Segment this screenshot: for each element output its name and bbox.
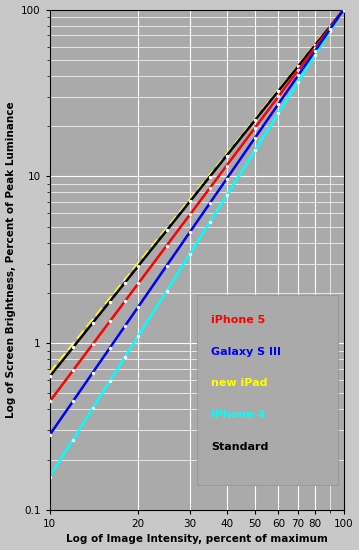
Text: iPhone 5: iPhone 5	[211, 315, 266, 325]
FancyBboxPatch shape	[197, 295, 338, 485]
Text: new iPad: new iPad	[211, 378, 268, 388]
Y-axis label: Log of Screen Brightness, Percent of Peak Luminance: Log of Screen Brightness, Percent of Pea…	[5, 101, 15, 418]
Text: Galaxy S III: Galaxy S III	[211, 346, 281, 357]
Text: Standard: Standard	[211, 442, 269, 452]
Text: iPhone 4: iPhone 4	[211, 410, 266, 420]
X-axis label: Log of Image Intensity, percent of maximum: Log of Image Intensity, percent of maxim…	[66, 535, 328, 544]
